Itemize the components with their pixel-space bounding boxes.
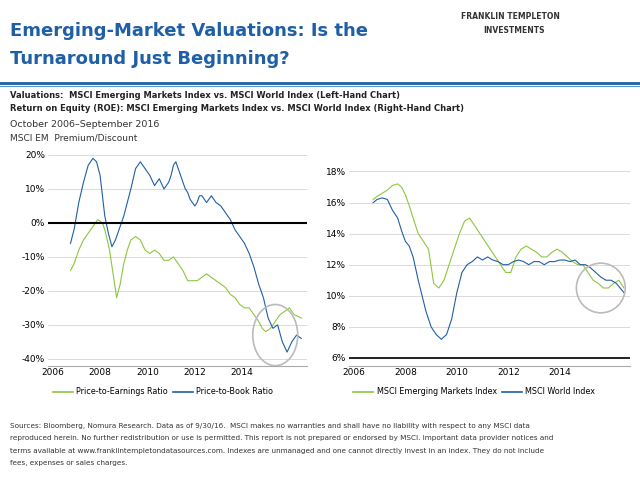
Text: Emerging-Market Valuations: Is the: Emerging-Market Valuations: Is the bbox=[10, 22, 367, 40]
Text: INVESTMENTS: INVESTMENTS bbox=[483, 26, 545, 35]
Text: FRANKLIN TEMPLETON: FRANKLIN TEMPLETON bbox=[461, 12, 559, 21]
Text: terms available at www.franklintempletondatasources.com. Indexes are unmanaged a: terms available at www.franklintempleton… bbox=[10, 448, 544, 454]
Text: Turnaround Just Beginning?: Turnaround Just Beginning? bbox=[10, 50, 289, 68]
Text: reproduced herein. No further redistribution or use is permitted. This report is: reproduced herein. No further redistribu… bbox=[10, 435, 553, 442]
Text: MSCI EM  Premium/Discount: MSCI EM Premium/Discount bbox=[10, 134, 137, 143]
Text: Valuations:  MSCI Emerging Markets Index vs. MSCI World Index (Left-Hand Chart): Valuations: MSCI Emerging Markets Index … bbox=[10, 91, 399, 100]
Text: Sources: Bloomberg, Nomura Research. Data as of 9/30/16.  MSCI makes no warranti: Sources: Bloomberg, Nomura Research. Dat… bbox=[10, 423, 529, 429]
Text: fees, expenses or sales charges.: fees, expenses or sales charges. bbox=[10, 460, 127, 467]
Legend: MSCI Emerging Markets Index, MSCI World Index: MSCI Emerging Markets Index, MSCI World … bbox=[350, 384, 598, 400]
Legend: Price-to-Earnings Ratio, Price-to-Book Ratio: Price-to-Earnings Ratio, Price-to-Book R… bbox=[49, 384, 276, 400]
Text: October 2006–September 2016: October 2006–September 2016 bbox=[10, 120, 159, 130]
Text: Return on Equity (ROE): MSCI Emerging Markets Index vs. MSCI World Index (Right-: Return on Equity (ROE): MSCI Emerging Ma… bbox=[10, 104, 463, 113]
